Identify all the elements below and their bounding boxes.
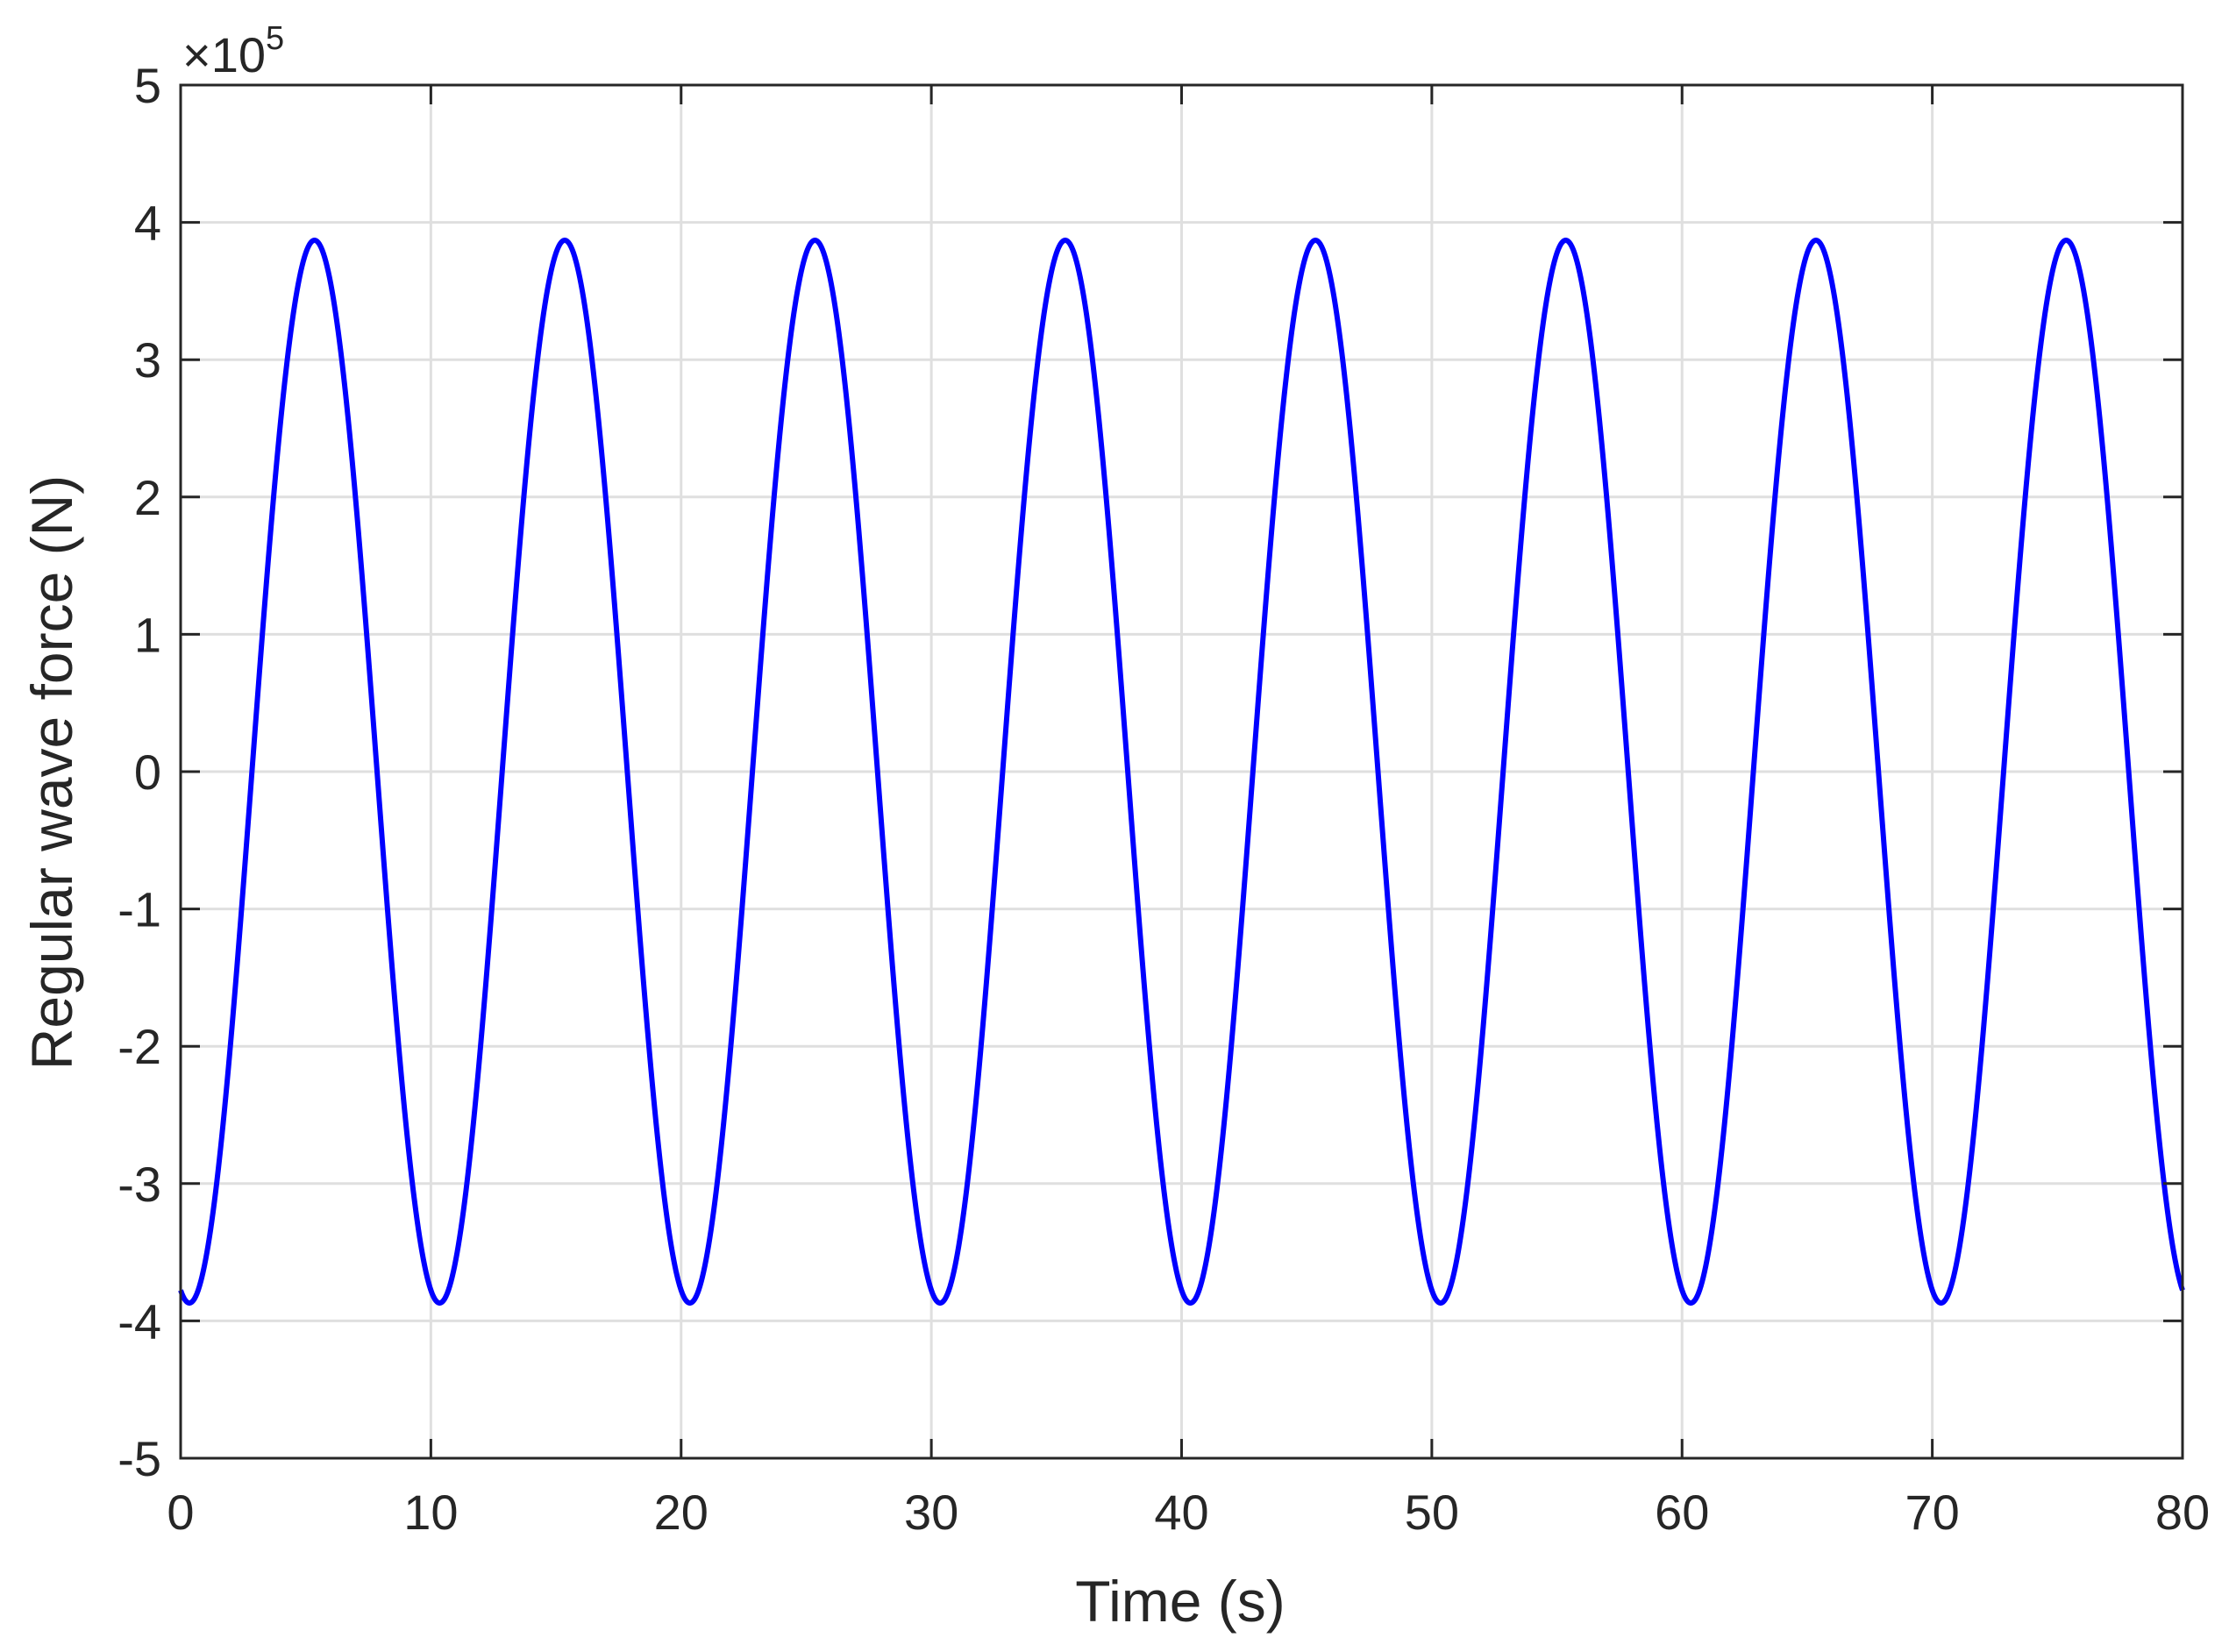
x-tick-label: 20 (654, 1485, 709, 1540)
x-tick-label: 40 (1154, 1485, 1208, 1540)
x-tick-label: 60 (1655, 1485, 1709, 1540)
y-exponent-power: 5 (266, 20, 284, 57)
y-tick-label: 2 (134, 470, 161, 525)
x-tick-label: 30 (904, 1485, 958, 1540)
y-tick-label: 5 (134, 58, 161, 113)
y-tick-label: 4 (134, 196, 161, 251)
x-tick-label: 70 (1905, 1485, 1959, 1540)
y-tick-label: -3 (118, 1157, 161, 1212)
y-tick-label: -5 (118, 1431, 161, 1486)
x-tick-label: 80 (2155, 1485, 2210, 1540)
x-tick-label: 10 (403, 1485, 458, 1540)
x-tick-label: 0 (167, 1485, 194, 1540)
y-axis-label: Regular wave force (N) (19, 475, 84, 1071)
series-line (178, 237, 2185, 1307)
tick-marks (179, 83, 2184, 1460)
y-exponent-label: ×105 (182, 20, 284, 82)
grid-lines (181, 85, 2183, 1458)
y-tick-label: 0 (134, 744, 161, 800)
y-tick-label: -4 (118, 1293, 161, 1349)
x-axis-label: Time (s) (1075, 1569, 1285, 1634)
x-tick-label: 50 (1405, 1485, 1459, 1540)
x-tick-labels: 0 10 20 30 40 50 60 70 80 (167, 1485, 2210, 1540)
y-tick-label: -2 (118, 1019, 161, 1074)
y-tick-label: -1 (118, 882, 161, 937)
y-tick-label: 1 (134, 607, 161, 662)
y-exponent-prefix: ×10 (182, 27, 266, 82)
y-tick-labels: -5 -4 -3 -2 -1 0 1 2 3 4 5 (118, 58, 161, 1486)
series-layer (178, 237, 2185, 1307)
y-tick-label: 3 (134, 332, 161, 388)
